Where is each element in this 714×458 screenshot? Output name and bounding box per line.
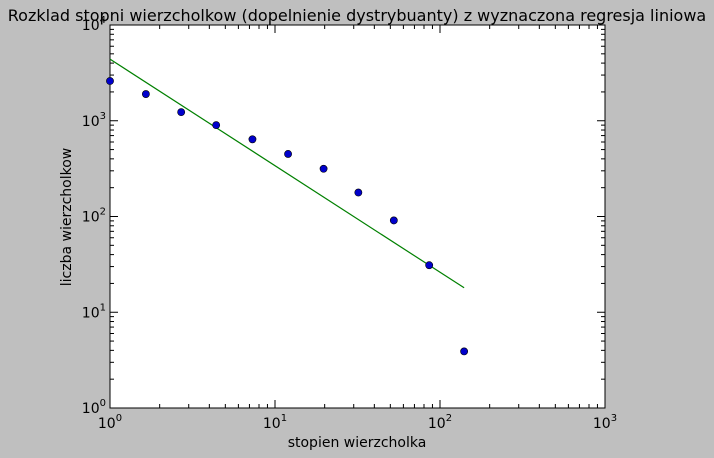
data-point (212, 121, 221, 130)
data-point (460, 347, 469, 356)
x-tick-label: 103 (593, 413, 617, 432)
y-axis-label: liczba wierzcholkow (59, 148, 75, 286)
data-point (284, 150, 292, 158)
data-point (425, 261, 434, 270)
y-tick-label: 104 (82, 15, 106, 34)
x-tick-label: 101 (263, 413, 287, 432)
x-axis-label: stopien wierzcholka (288, 435, 427, 451)
chart-title: Rozklad stopni wierzcholkow (dopelnienie… (8, 6, 706, 25)
data-point (141, 90, 150, 98)
regression-line (109, 58, 465, 289)
data-point (106, 77, 114, 85)
data-point (248, 135, 257, 144)
data-point (177, 108, 186, 117)
y-tick-label: 101 (82, 302, 106, 321)
y-tick-label: 102 (82, 207, 106, 226)
data-point (354, 188, 363, 197)
data-point (389, 216, 398, 225)
x-tick-label: 102 (428, 413, 452, 432)
y-tick-label: 103 (82, 111, 106, 130)
data-point (319, 164, 328, 173)
x-tick-label: 100 (98, 413, 122, 432)
axis-ticks: 100 101 102 103 100 101 102 103 104 (82, 15, 617, 432)
y-tick-label: 100 (82, 398, 106, 417)
plot-area (109, 24, 606, 409)
data-marks (106, 58, 469, 356)
